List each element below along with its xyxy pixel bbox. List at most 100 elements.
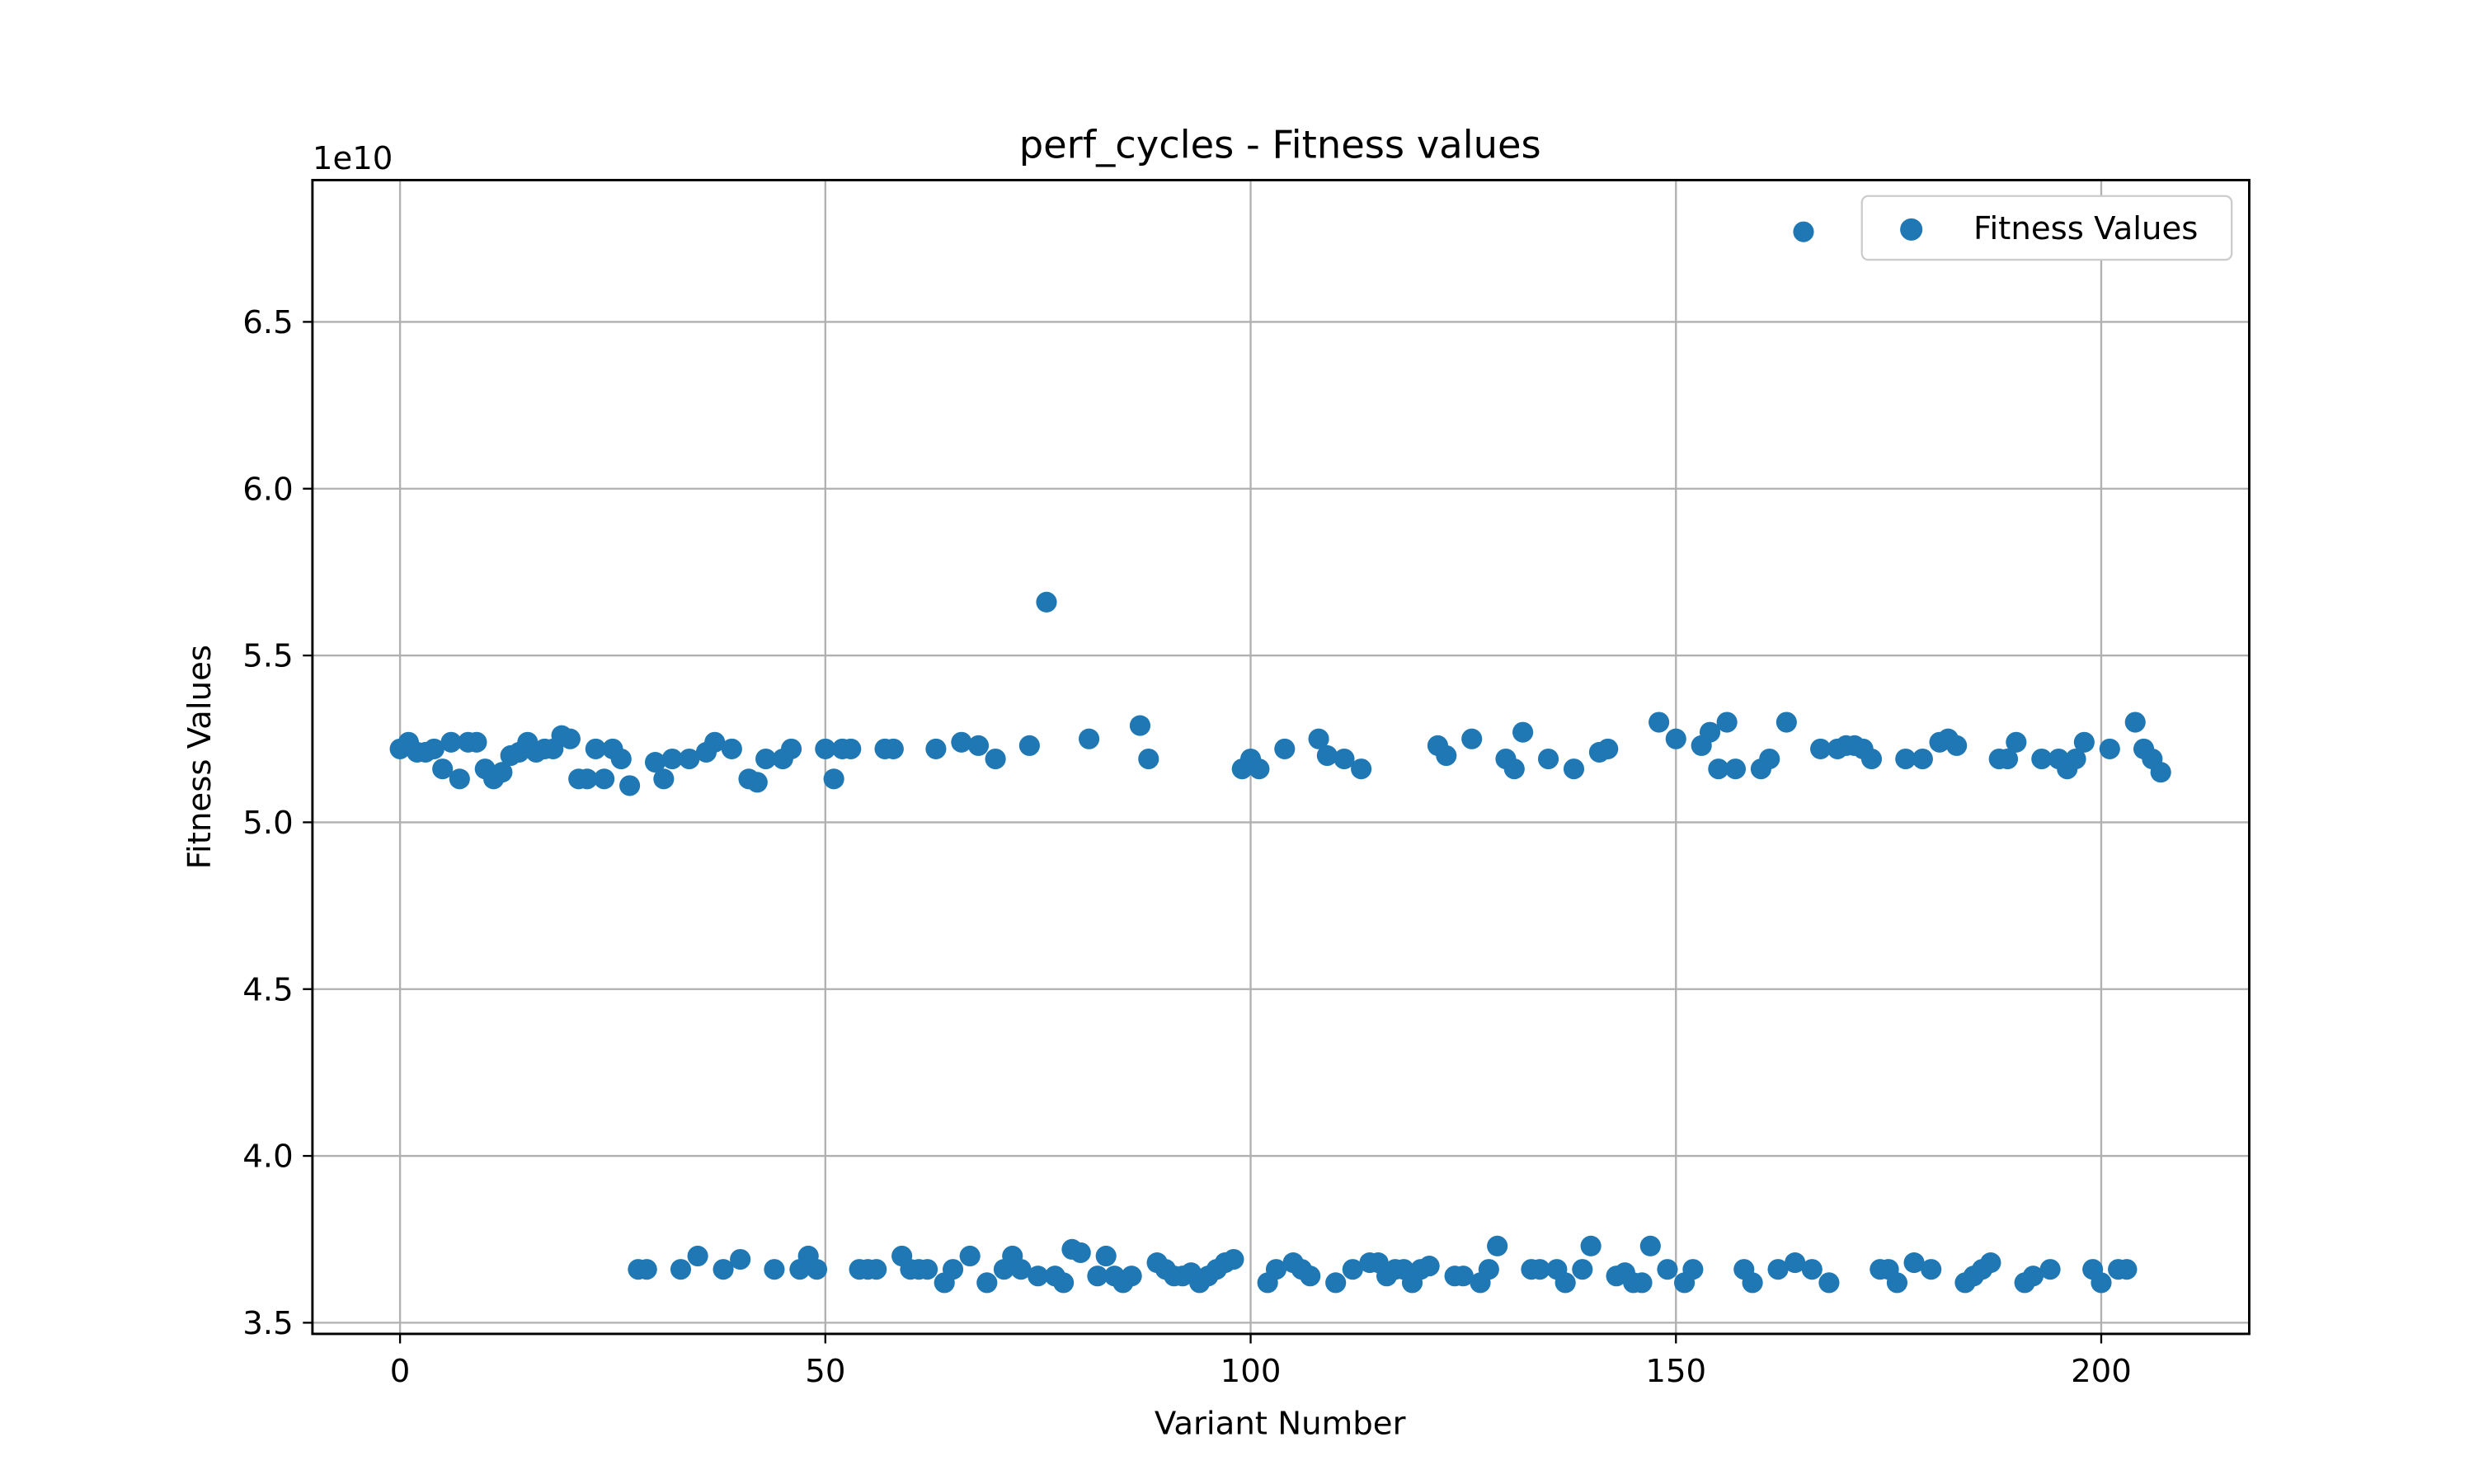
y-offset-label: 1e10: [313, 140, 393, 177]
point: [1818, 1272, 1840, 1294]
point: [781, 738, 802, 759]
x-axis-label: Variant Number: [1155, 1406, 1406, 1443]
point: [1436, 744, 1457, 767]
point: [1682, 1259, 1704, 1280]
point: [704, 731, 726, 753]
point: [1452, 1266, 1474, 1287]
point: [730, 1248, 751, 1270]
point: [1351, 758, 1372, 780]
point: [764, 1259, 785, 1280]
point: [1274, 738, 1296, 759]
point: [1895, 748, 1917, 770]
point: [1716, 711, 1738, 733]
point: [1860, 748, 1883, 770]
y-tick-label: 4.5: [242, 971, 293, 1008]
point: [2116, 1259, 2138, 1280]
point: [1333, 748, 1355, 770]
point: [1742, 1272, 1763, 1294]
point: [2022, 1266, 2044, 1287]
point: [1121, 1266, 1142, 1287]
point: [976, 1272, 998, 1294]
point: [559, 728, 581, 749]
point: [636, 1259, 657, 1280]
point: [1223, 1248, 1244, 1270]
point: [1053, 1272, 1075, 1294]
legend-label: Fitness Values: [1973, 210, 2198, 247]
point: [1129, 715, 1151, 736]
point: [1478, 1259, 1499, 1280]
point: [423, 738, 444, 759]
point: [644, 751, 666, 773]
point: [951, 731, 972, 753]
point: [1308, 728, 1329, 749]
point: [1300, 1266, 1321, 1287]
point: [619, 775, 641, 796]
x-tick-label: 150: [1645, 1353, 1706, 1390]
point: [1018, 735, 1040, 756]
point: [2039, 1259, 2061, 1280]
plot-frame: [311, 178, 2251, 1336]
point: [2073, 731, 2095, 753]
point: [2065, 748, 2086, 770]
y-tick-label: 6.5: [242, 304, 293, 341]
point: [1810, 738, 1832, 759]
point: [1070, 1242, 1091, 1263]
point: [1554, 1272, 1576, 1294]
point: [2006, 731, 2027, 753]
point: [1724, 758, 1747, 780]
point: [721, 738, 742, 759]
point: [1461, 728, 1483, 749]
point: [1138, 748, 1159, 770]
legend-marker: [1900, 218, 1923, 241]
point: [806, 1259, 828, 1280]
point: [1921, 1259, 1942, 1280]
point: [1036, 591, 1057, 613]
point: [1665, 728, 1686, 749]
point: [1649, 711, 1670, 733]
point: [610, 748, 632, 770]
point: [1572, 1259, 1593, 1280]
point: [1249, 758, 1270, 780]
legend-box: [1860, 195, 2233, 261]
point: [1886, 1272, 1907, 1294]
point: [1793, 221, 1814, 242]
point: [1265, 1259, 1287, 1280]
y-tick-label: 4.0: [242, 1139, 293, 1176]
point: [466, 731, 487, 753]
point: [1801, 1259, 1823, 1280]
point: [2124, 711, 2146, 733]
point: [1767, 1259, 1789, 1280]
point: [653, 768, 675, 790]
point: [985, 748, 1006, 770]
point: [1631, 1272, 1653, 1294]
point: [823, 768, 844, 790]
point: [1776, 711, 1797, 733]
point: [1087, 1266, 1108, 1287]
x-tick-label: 0: [390, 1353, 411, 1390]
point: [2091, 1272, 2112, 1294]
point: [1316, 744, 1338, 767]
point: [1010, 1259, 1032, 1280]
point: [670, 1259, 692, 1280]
point: [1537, 748, 1559, 770]
point: [585, 738, 606, 759]
point: [917, 1259, 938, 1280]
point: [1512, 721, 1534, 743]
point: [866, 1259, 887, 1280]
point: [882, 738, 904, 759]
x-tick-label: 100: [1221, 1353, 1282, 1390]
point: [1079, 728, 1100, 749]
point: [1597, 738, 1619, 759]
point: [1529, 1259, 1550, 1280]
point: [594, 768, 615, 790]
point: [679, 748, 700, 770]
point: [746, 772, 768, 793]
point: [713, 1259, 734, 1280]
point: [815, 738, 836, 759]
point: [2099, 738, 2120, 759]
point: [1503, 758, 1525, 780]
point: [1580, 1235, 1602, 1256]
y-tick-label: 5.5: [242, 638, 293, 675]
point: [449, 768, 470, 790]
